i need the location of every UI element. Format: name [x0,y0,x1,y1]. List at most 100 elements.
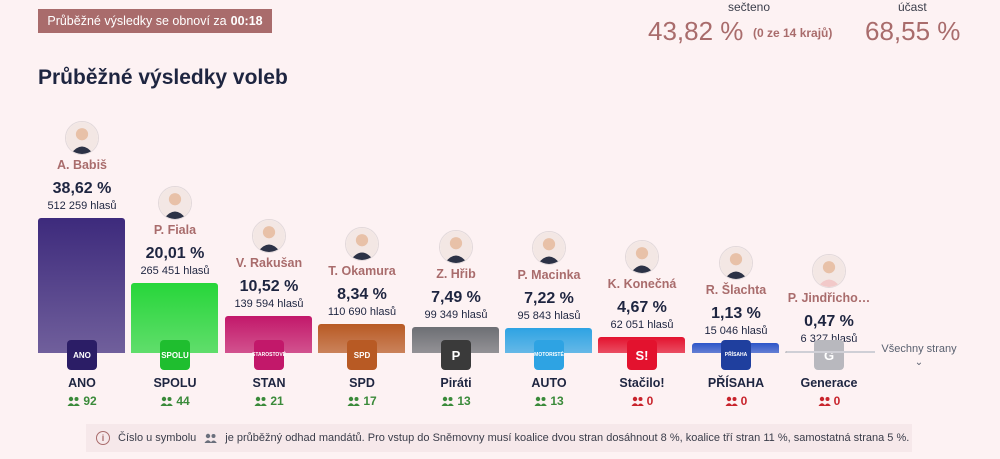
leader-name: T. Okamura [328,264,396,278]
all-parties-link[interactable]: Všechny strany ⌄ [875,343,963,368]
party-column[interactable]: Z. Hřib 7,49 % 99 349 hlasů P Piráti 13 [412,0,500,420]
party-name: Generace [800,376,858,390]
party-column[interactable]: V. Rakušan 10,52 % 139 594 hlasů STAROSTOVÉ… [225,0,313,420]
refresh-text: Průběžné výsledky se obnoví za [47,14,227,28]
leader-avatar [65,121,99,155]
leader-avatar [252,219,286,253]
chevron-down-icon: ⌄ [914,357,924,368]
party-column[interactable]: P. Macinka 7,22 % 95 843 hlasů MOTORISTÉ AUT… [505,0,593,420]
seat-estimate: 0 [692,394,780,408]
party-name: PŘÍSAHA [707,376,765,390]
refresh-countdown: Průběžné výsledky se obnoví za 00:18 [38,9,272,33]
leader-name: P. Jindřicho… [787,291,871,305]
vote-count: 110 690 hlasů [327,306,397,318]
vote-count: 62 051 hlasů [610,319,674,331]
result-percent: 7,49 % [431,289,481,306]
leader-avatar [625,240,659,274]
result-percent: 1,13 % [711,305,761,322]
party-name: SPOLU [153,376,197,390]
counted-value: 43,82 % [648,16,744,46]
party-name: ANO [68,376,96,390]
vote-count: 15 046 hlasů [704,325,768,337]
leader-avatar [345,227,379,261]
result-percent: 0,47 % [804,313,854,330]
result-percent: 4,67 % [617,299,667,316]
leader-avatar [158,186,192,220]
party-logo-icon: SPD [347,340,377,370]
party-column[interactable]: R. Šlachta 1,13 % 15 046 hlasů PŘÍSAHA PŘÍSA… [692,0,780,420]
info-note: i Číslo u symbolu je průběžný odhad mand… [86,424,912,452]
leader-name: Z. Hřib [436,267,476,281]
party-column[interactable]: P. Fiala 20,01 % 265 451 hlasů SPOLU SPOLU 44 [131,0,219,420]
party-logo-icon: STAROSTOVÉ [252,340,286,370]
vote-count: 265 451 hlasů [140,265,210,277]
vote-count: 99 349 hlasů [424,309,488,321]
note-text-after: je průběžný odhad mandátů. Pro vstup do … [225,432,910,444]
party-logo-icon: ANO [67,340,97,370]
result-bar [38,218,125,353]
seats-icon [631,396,644,406]
party-name: AUTO [531,376,567,390]
seat-count: 17 [363,394,377,408]
result-percent: 8,34 % [337,286,387,303]
result-percent: 38,62 % [52,180,112,197]
vote-count: 512 259 hlasů [47,200,117,212]
result-percent: 10,52 % [239,278,299,295]
seat-estimate: 13 [412,394,500,408]
seat-count: 13 [550,394,564,408]
party-logo-icon: S! [627,340,657,370]
party-name: SPD [349,376,375,390]
seat-count: 0 [646,394,654,408]
turnout-label: účast [898,0,927,14]
seats-icon [67,396,81,406]
chart-baseline-tail [787,351,875,353]
seat-count: 44 [176,394,190,408]
leader-name: P. Fiala [153,223,197,237]
result-percent: 7,22 % [524,290,574,307]
seat-estimate: 44 [131,394,219,408]
page-title: Průběžné výsledky voleb [38,66,288,89]
seats-icon [441,396,455,406]
turnout-value: 68,55 % [865,16,961,46]
result-percent: 20,01 % [145,245,205,262]
leader-name: P. Macinka [517,268,581,282]
party-logo-icon: PŘÍSAHA [721,340,751,370]
seat-estimate: 0 [785,394,873,408]
party-column[interactable]: T. Okamura 8,34 % 110 690 hlasů SPD SPD 17 [318,0,406,420]
leader-avatar [719,246,753,280]
seat-estimate: 21 [225,394,313,408]
seats-icon [204,433,218,443]
seats-icon [534,396,548,406]
party-name: Piráti [440,376,472,390]
party-logo-icon: MOTORISTÉ [534,340,564,370]
seats-icon [818,396,831,406]
seat-estimate: 17 [318,394,406,408]
leader-avatar [812,254,846,288]
seat-count: 0 [833,394,841,408]
leader-name: A. Babiš [56,158,107,172]
leader-name: K. Konečná [607,277,677,291]
seats-icon [347,396,361,406]
info-icon: i [96,431,110,445]
refresh-timer: 00:18 [230,14,263,28]
note-text-before: Číslo u symbolu [118,432,197,444]
leader-avatar [532,231,566,265]
party-column[interactable]: K. Konečná 4,67 % 62 051 hlasů S! Stačilo! 0 [598,0,686,420]
all-parties-label: Všechny strany [881,343,957,355]
counted-label: sečteno [728,0,771,14]
party-name: Stačilo! [619,376,665,390]
leader-name: R. Šlachta [705,283,767,297]
seat-estimate: 13 [505,394,593,408]
seat-estimate: 0 [598,394,686,408]
party-column[interactable]: P. Jindřicho… 0,47 % 6 327 hlasů G Generace 0 [785,0,873,420]
seats-icon [725,396,738,406]
seats-icon [160,396,174,406]
seats-icon [254,396,268,406]
party-logo-icon: SPOLU [160,340,190,370]
party-logo-icon: P [441,340,471,370]
seat-count: 13 [457,394,471,408]
leader-name: V. Rakušan [235,256,303,270]
party-column[interactable]: A. Babiš 38,62 % 512 259 hlasů ANO ANO 92 [38,0,126,420]
vote-count: 95 843 hlasů [517,310,581,322]
vote-count: 139 594 hlasů [234,298,304,310]
